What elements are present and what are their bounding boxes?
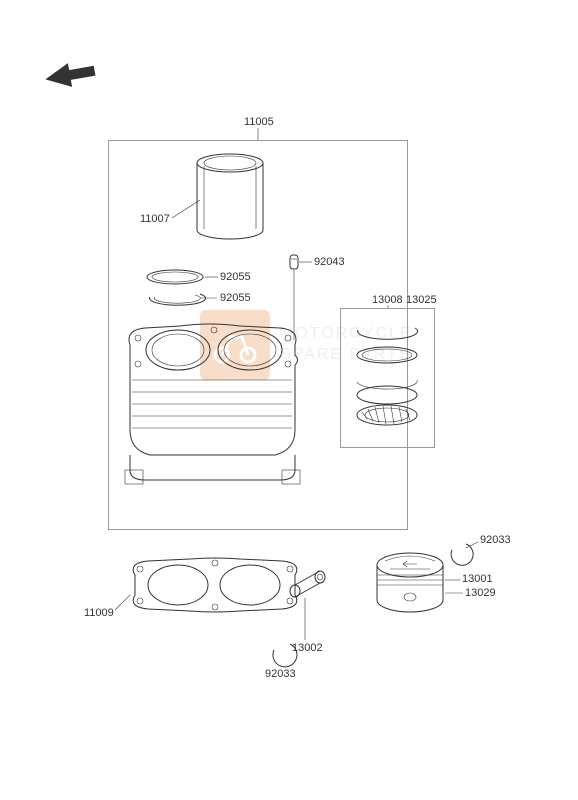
label-11005: 11005 xyxy=(244,116,274,128)
parts-drawing xyxy=(0,0,578,800)
label-11007: 11007 xyxy=(140,213,170,225)
circlip-upper xyxy=(451,544,473,565)
cylinder-block xyxy=(125,324,300,484)
label-13025: 13025 xyxy=(406,294,437,306)
label-92043: 92043 xyxy=(314,256,345,268)
label-11009: 11009 xyxy=(84,607,114,619)
cylinder-liner xyxy=(197,154,263,239)
piston-ring-set xyxy=(357,328,418,425)
label-92033a: 92033 xyxy=(265,668,296,680)
label-13029: 13029 xyxy=(465,587,496,599)
base-gasket xyxy=(133,558,297,612)
label-92055a: 92055 xyxy=(220,271,251,283)
label-92055b: 92055 xyxy=(220,292,251,304)
dowel-pin xyxy=(290,255,298,269)
piston xyxy=(377,553,443,612)
label-13008: 13008 xyxy=(372,294,403,306)
label-13001: 13001 xyxy=(462,573,493,585)
label-13002: 13002 xyxy=(292,642,323,654)
o-ring-bottom xyxy=(150,294,206,305)
o-ring-top xyxy=(147,270,203,284)
label-92033b: 92033 xyxy=(480,534,511,546)
